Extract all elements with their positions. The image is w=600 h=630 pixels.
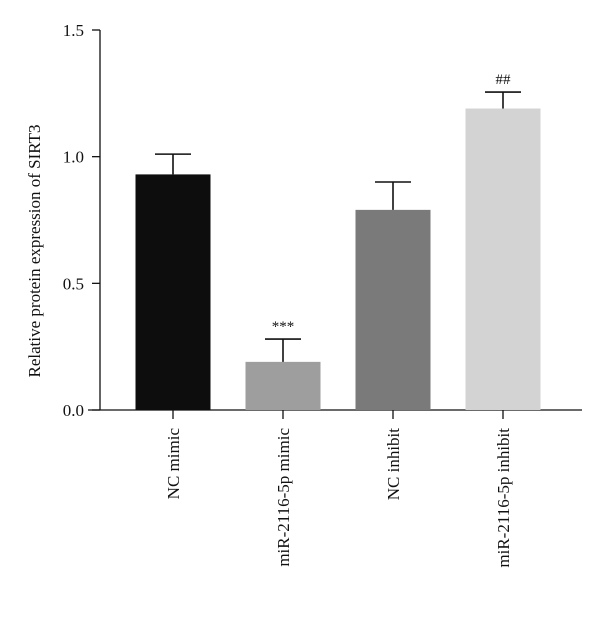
bar xyxy=(135,174,211,410)
labels: 0.0 0.5 1.0 1.5 NC mimic *** miR-2116-5p mimic… xyxy=(63,21,513,568)
y-tick-label: 1.0 xyxy=(63,148,84,167)
bar xyxy=(465,108,541,411)
significance-label: *** xyxy=(272,319,295,335)
y-tick-label: 0.0 xyxy=(63,401,84,420)
category-label: NC inhibit xyxy=(384,428,403,501)
bars xyxy=(135,91,541,411)
y-tick-label: 1.5 xyxy=(63,21,84,40)
category-label: miR-2116-5p inhibit xyxy=(494,428,513,568)
bar xyxy=(355,209,431,410)
y-axis-label: Relative protein expression of SIRT3 xyxy=(25,125,44,378)
category-label: NC mimic xyxy=(164,428,183,500)
bar xyxy=(245,361,321,410)
category-label: miR-2116-5p mimic xyxy=(274,428,293,567)
y-tick-label: 0.5 xyxy=(63,274,84,293)
significance-label: ## xyxy=(496,72,512,88)
